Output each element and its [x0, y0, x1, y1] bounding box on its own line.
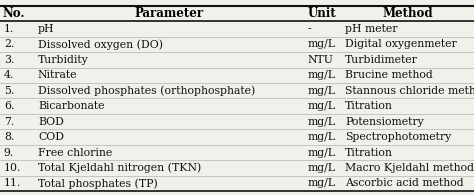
- Text: mg/L: mg/L: [307, 163, 335, 173]
- Text: mg/L: mg/L: [307, 86, 335, 96]
- Text: 5.: 5.: [4, 86, 14, 96]
- Text: 1.: 1.: [4, 24, 14, 34]
- Text: Spectrophotometry: Spectrophotometry: [345, 132, 451, 142]
- Text: 2.: 2.: [4, 39, 14, 50]
- Text: BOD: BOD: [38, 117, 64, 127]
- Text: Free chlorine: Free chlorine: [38, 147, 112, 158]
- Text: mg/L: mg/L: [307, 132, 335, 142]
- Text: Total Kjeldahl nitrogen (TKN): Total Kjeldahl nitrogen (TKN): [38, 163, 201, 173]
- Text: mg/L: mg/L: [307, 147, 335, 158]
- Text: pH meter: pH meter: [345, 24, 398, 34]
- Text: Turbidimeter: Turbidimeter: [345, 55, 418, 65]
- Text: 3.: 3.: [4, 55, 14, 65]
- Text: 9.: 9.: [4, 147, 14, 158]
- Text: mg/L: mg/L: [307, 117, 335, 127]
- Text: Parameter: Parameter: [134, 7, 203, 20]
- Text: No.: No.: [2, 7, 25, 20]
- Text: Dissolved phosphates (orthophosphate): Dissolved phosphates (orthophosphate): [38, 85, 255, 96]
- Text: Turbidity: Turbidity: [38, 55, 89, 65]
- Text: Ascorbic acid method: Ascorbic acid method: [345, 178, 464, 188]
- Text: Total phosphates (TP): Total phosphates (TP): [38, 178, 158, 189]
- Text: Method: Method: [383, 7, 433, 20]
- Text: mg/L: mg/L: [307, 101, 335, 111]
- Text: Bicarbonate: Bicarbonate: [38, 101, 104, 111]
- Text: Unit: Unit: [308, 7, 337, 20]
- Text: Brucine method: Brucine method: [345, 70, 433, 80]
- Text: 10.: 10.: [4, 163, 21, 173]
- Text: NTU: NTU: [307, 55, 333, 65]
- Text: mg/L: mg/L: [307, 39, 335, 50]
- Text: Nitrate: Nitrate: [38, 70, 77, 80]
- Text: Titration: Titration: [345, 101, 393, 111]
- Text: Stannous chloride method: Stannous chloride method: [345, 86, 474, 96]
- Text: Digital oxygenmeter: Digital oxygenmeter: [345, 39, 457, 50]
- Text: 6.: 6.: [4, 101, 14, 111]
- Text: 11.: 11.: [4, 178, 21, 188]
- Text: COD: COD: [38, 132, 64, 142]
- Text: Potensiometry: Potensiometry: [345, 117, 424, 127]
- Text: 7.: 7.: [4, 117, 14, 127]
- Text: 4.: 4.: [4, 70, 14, 80]
- Text: Macro Kjeldahl method: Macro Kjeldahl method: [345, 163, 474, 173]
- Text: Titration: Titration: [345, 147, 393, 158]
- Text: mg/L: mg/L: [307, 178, 335, 188]
- Text: Dissolved oxygen (DO): Dissolved oxygen (DO): [38, 39, 163, 50]
- Text: pH: pH: [38, 24, 55, 34]
- Text: 8.: 8.: [4, 132, 14, 142]
- Text: mg/L: mg/L: [307, 70, 335, 80]
- Text: -: -: [307, 24, 311, 34]
